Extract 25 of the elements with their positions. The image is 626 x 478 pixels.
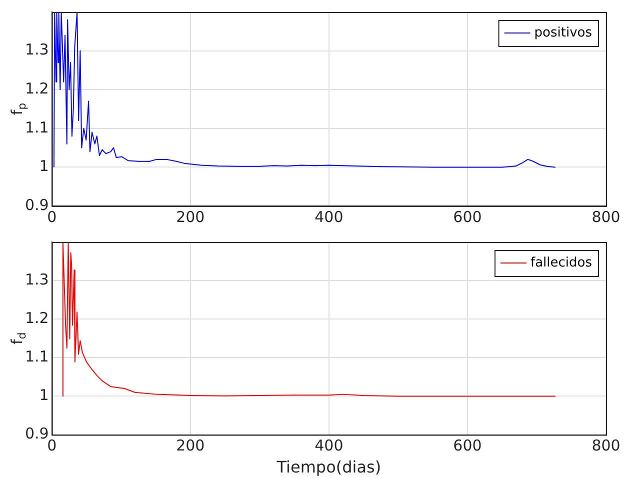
legend-label: positivos xyxy=(534,25,592,40)
y-tick-label: 1.3 xyxy=(24,40,49,59)
x-tick-label: 400 xyxy=(314,208,344,226)
x-tick-label: 200 xyxy=(176,436,205,455)
y-tick-label: 0.9 xyxy=(24,424,49,443)
x-tick-label: 0 xyxy=(47,208,57,226)
y-tick-label: 1.3 xyxy=(24,270,49,288)
y-axis-title: fp xyxy=(8,102,28,116)
y-tick-label: 0.9 xyxy=(24,196,49,214)
y-tick-label: 1 xyxy=(39,157,49,176)
y-tick-label: 1.2 xyxy=(24,309,49,328)
x-tick-label: 800 xyxy=(592,436,620,455)
x-tick-label: 800 xyxy=(592,208,620,226)
y-tick-label: 1.2 xyxy=(24,79,49,98)
y-tick-label: 1 xyxy=(39,386,49,404)
x-tick-label: 600 xyxy=(453,208,482,226)
legend-label: fallecidos xyxy=(530,255,592,270)
y-axis-title: fd xyxy=(8,332,28,344)
y-tick-label: 1.1 xyxy=(24,348,49,366)
x-tick-label: 200 xyxy=(176,208,205,226)
x-tick-label: 400 xyxy=(314,436,344,455)
x-tick-label: 600 xyxy=(453,436,482,455)
x-axis-title: Tiempo(dias) xyxy=(276,458,382,477)
x-tick-label: 0 xyxy=(47,436,57,455)
y-tick-label: 1.1 xyxy=(24,118,49,136)
